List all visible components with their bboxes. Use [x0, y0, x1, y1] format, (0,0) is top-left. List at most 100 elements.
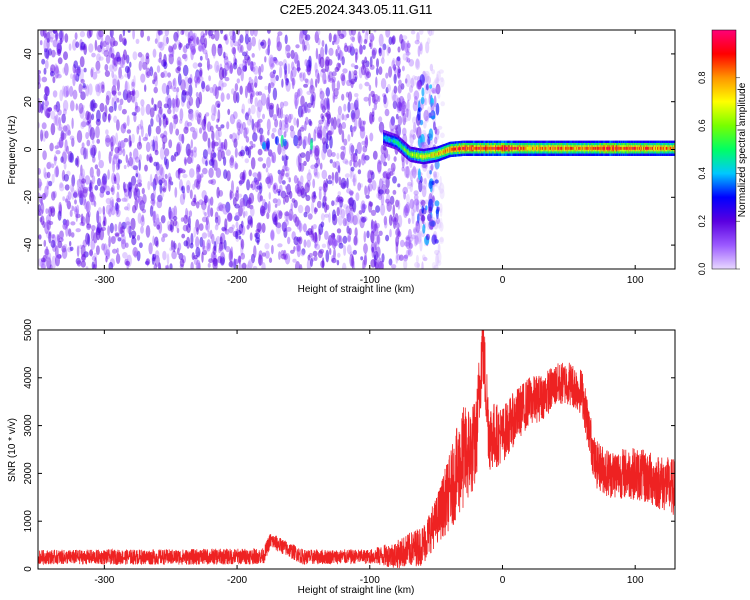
heatmap-cell [172, 119, 176, 130]
heatmap-cell [193, 257, 199, 266]
heatmap-cell [46, 162, 52, 170]
heatmap-cell [83, 43, 88, 56]
heatmap-cell [437, 219, 442, 229]
heatmap-cell [250, 157, 256, 170]
heatmap-cell [153, 210, 157, 222]
heatmap-cell [231, 224, 235, 230]
heatmap-cell [100, 180, 106, 192]
heatmap-cell [38, 211, 42, 217]
heatmap-cell [216, 118, 220, 123]
heatmap-cell [236, 78, 240, 84]
heatmap-cell [352, 125, 357, 132]
heatmap-cell [385, 234, 390, 242]
heatmap-cell [95, 245, 100, 256]
heatmap-cell [325, 204, 330, 211]
heatmap-cell [279, 107, 283, 119]
heatmap-cell [97, 177, 101, 187]
heatmap-cell [71, 137, 75, 147]
heatmap-cell [110, 235, 117, 241]
heatmap-cell [314, 163, 319, 169]
heatmap-cell [79, 56, 85, 68]
heatmap-cell [324, 43, 328, 56]
heatmap-cell [370, 221, 376, 234]
heatmap-cell [346, 113, 350, 119]
heatmap-cell [325, 178, 329, 188]
heatmap-cell [70, 232, 75, 238]
heatmap-cell [38, 204, 42, 213]
heatmap-cell [359, 183, 363, 188]
heatmap-cell [409, 85, 413, 93]
heatmap-cell [358, 35, 363, 46]
heatmap-cell [103, 48, 108, 53]
heatmap-cell [188, 111, 194, 121]
heatmap-cell [43, 67, 47, 75]
heatmap-cell [170, 239, 174, 251]
heatmap-cell [361, 264, 366, 269]
heatmap-cell [102, 40, 107, 48]
heatmap-cell [400, 83, 405, 90]
heatmap-cell [236, 121, 241, 131]
heatmap-cell [351, 70, 354, 82]
heatmap-cell [168, 209, 172, 220]
heatmap-cell [239, 197, 246, 207]
heatmap-cell [50, 70, 55, 77]
carrier-cell [621, 146, 623, 150]
heatmap-cell [88, 249, 93, 256]
heatmap-cell [85, 266, 89, 269]
heatmap-cell [298, 222, 303, 232]
heatmap-cell [110, 236, 116, 245]
heatmap-cell [304, 182, 310, 193]
heatmap-cell [156, 224, 161, 230]
heatmap-cell [124, 81, 130, 94]
heatmap-cell [140, 125, 144, 138]
heatmap-cell [395, 241, 399, 255]
heatmap-cell [220, 142, 224, 149]
heatmap-cell [380, 203, 386, 216]
heatmap-cell [344, 160, 349, 165]
heatmap-cell [383, 161, 388, 167]
heatmap-cell [404, 166, 409, 178]
heatmap-cell [140, 201, 146, 207]
heatmap-cell [104, 70, 110, 77]
heatmap-cell [406, 99, 410, 112]
heatmap-cell [405, 249, 410, 258]
heatmap-cell [375, 246, 381, 258]
heatmap-cell [318, 186, 323, 191]
heatmap-cell [140, 105, 145, 116]
heatmap-cell [357, 182, 362, 191]
heatmap-cell [238, 235, 242, 240]
heatmap-cell [125, 154, 128, 164]
heatmap-cell [98, 30, 104, 38]
heatmap-cell [79, 107, 85, 119]
heatmap-cell [105, 34, 111, 46]
heatmap-cell [46, 171, 51, 179]
heatmap-cell [153, 221, 157, 227]
heatmap-cell [200, 31, 205, 39]
heatmap-cell [265, 97, 270, 110]
heatmap-cell [53, 106, 58, 112]
heatmap-cell [132, 30, 135, 40]
heatmap-cell [378, 160, 383, 165]
heatmap-cell [413, 190, 419, 196]
heatmap-cell [59, 230, 64, 239]
heatmap-cell [360, 216, 367, 223]
heatmap-cell [294, 183, 300, 194]
heatmap-cell [278, 210, 283, 220]
heatmap-cell [365, 194, 370, 199]
heatmap-cell [211, 130, 215, 141]
heatmap-cell [331, 79, 336, 92]
heatmap-cell [429, 84, 433, 89]
heatmap-cell [96, 30, 102, 40]
heatmap-cell [434, 200, 440, 207]
heatmap-cell [66, 145, 69, 154]
heatmap-cell [38, 184, 42, 191]
heatmap-cell [102, 220, 106, 227]
heatmap-cell [413, 194, 419, 201]
heatmap-cell [354, 65, 359, 70]
heatmap-cell [272, 198, 278, 204]
heatmap-cell [199, 236, 204, 248]
heatmap-cell [205, 160, 208, 167]
heatmap-cell [439, 208, 443, 218]
heatmap-cell [238, 205, 243, 217]
heatmap-cell [205, 30, 208, 36]
